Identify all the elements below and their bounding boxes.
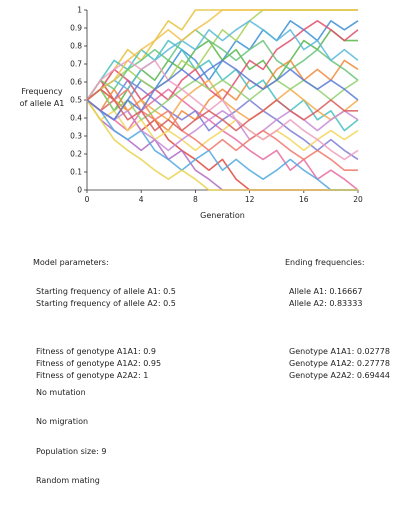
- model-parameters-header: Model parameters:: [33, 257, 109, 269]
- y-tick-label: 0.6: [70, 78, 82, 87]
- series-line: [86, 99, 359, 152]
- series-line: [86, 59, 359, 161]
- x-tick-label: 16: [299, 195, 309, 204]
- x-axis-label: Generation: [200, 211, 245, 220]
- x-tick-label: 8: [193, 195, 198, 204]
- series-line: [86, 88, 358, 132]
- param-start-a2: Starting frequency of allele A2: 0.5: [36, 299, 176, 308]
- series-line: [86, 99, 358, 191]
- ending-allele-block: Allele A1: 0.16667 Allele A2: 0.83333: [289, 286, 362, 310]
- series-line: [86, 99, 358, 191]
- param-fitness-a1a1: Fitness of genotype A1A1: 0.9: [36, 347, 156, 356]
- param-fitness-a1a2: Fitness of genotype A1A2: 0.95: [36, 359, 162, 368]
- population-block: Population size: 9: [36, 446, 106, 458]
- series-line: [86, 9, 358, 101]
- y-tick-label: 0.4: [70, 114, 82, 123]
- param-population-size: Population size: 9: [36, 447, 107, 456]
- param-fitness-a2a2: Fitness of genotype A2A2: 1: [36, 371, 149, 380]
- allele-frequency-chart: 0 0.1 0.2 0.3 0.4 0.5 0.6 0.7 0.8 0.9 1 0 4 8 12 16 20 Ge…: [0, 0, 409, 235]
- series-line: [86, 79, 358, 191]
- migration-block: No migration: [36, 416, 88, 428]
- series-line: [86, 99, 359, 152]
- series-line: [86, 39, 359, 132]
- x-tick-label: 12: [245, 195, 255, 204]
- axis-labels: 0 0.1 0.2 0.3 0.4 0.5 0.6 0.7 0.8 0.9 1 0 4 8 12 16 20 Ge…: [20, 6, 363, 221]
- series-line: [86, 19, 359, 101]
- y-tick-label: 0.1: [70, 168, 82, 177]
- y-tick-label: 0.8: [70, 42, 82, 51]
- param-migration: No migration: [36, 417, 89, 426]
- y-tick-label: 0.7: [70, 60, 82, 69]
- y-tick-label: 0.3: [70, 132, 82, 141]
- y-axis-label: Frequency: [21, 87, 63, 96]
- ending-allele-a1: Allele A1: 0.16667: [289, 287, 363, 296]
- ending-frequencies-title: Ending frequencies:: [285, 258, 365, 267]
- param-mutation: No mutation: [36, 388, 86, 397]
- series-line: [86, 59, 359, 121]
- series-line: [86, 28, 359, 101]
- param-mating: Random mating: [36, 476, 100, 485]
- x-tick-label: 0: [85, 195, 90, 204]
- series-line: [86, 88, 358, 171]
- series-line: [86, 9, 358, 101]
- series-lines: [86, 9, 359, 191]
- chart-svg: 0 0.1 0.2 0.3 0.4 0.5 0.6 0.7 0.8 0.9 1 0 4 8 12 16 20 Ge…: [20, 6, 363, 221]
- y-tick-label: 0.5: [70, 96, 82, 105]
- model-parameters-title: Model parameters:: [33, 258, 109, 267]
- ending-genotype-a1a1: Genotype A1A1: 0.02778: [289, 347, 390, 356]
- series-line: [86, 9, 358, 101]
- ending-genotype-a1a2: Genotype A1A2: 0.27778: [289, 359, 390, 368]
- ending-frequencies-header: Ending frequencies:: [285, 257, 365, 269]
- series-line: [86, 99, 358, 191]
- y-axis-label: of allele A1: [20, 99, 65, 108]
- ending-allele-a2: Allele A2: 0.83333: [289, 299, 363, 308]
- ending-genotype-block: Genotype A1A1: 0.02778 Genotype A1A2: 0.…: [289, 346, 390, 382]
- y-tick-label: 0.9: [70, 24, 82, 33]
- y-tick-label: 1: [77, 6, 82, 15]
- starting-frequencies-block: Starting frequency of allele A1: 0.5 Sta…: [36, 286, 176, 310]
- fitness-block: Fitness of genotype A1A1: 0.9 Fitness of…: [36, 346, 161, 382]
- x-tick-label: 20: [353, 195, 363, 204]
- y-tick-label: 0: [77, 186, 82, 195]
- ending-genotype-a2a2: Genotype A2A2: 0.69444: [289, 371, 390, 380]
- mutation-block: No mutation: [36, 387, 86, 399]
- param-start-a1: Starting frequency of allele A1: 0.5: [36, 287, 176, 296]
- x-tick-label: 4: [139, 195, 144, 204]
- mating-block: Random mating: [36, 475, 100, 487]
- y-tick-label: 0.2: [70, 150, 82, 159]
